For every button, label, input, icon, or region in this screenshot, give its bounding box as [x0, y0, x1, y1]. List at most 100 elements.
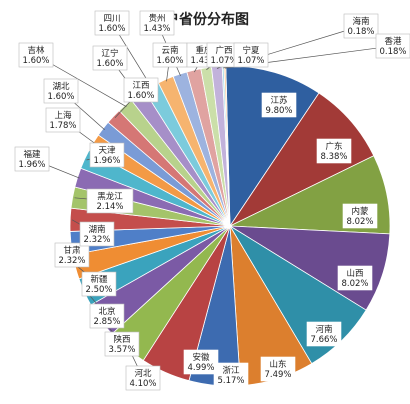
- slice-name-14: 黑龙江: [97, 191, 123, 202]
- slice-name-2: 内蒙: [351, 206, 369, 217]
- slice-name-11: 新疆: [90, 274, 108, 285]
- slice-pct-22: 1.60%: [98, 24, 125, 34]
- slice-pct-18: 1.60%: [47, 92, 74, 102]
- slice-label-16: 天津1.96%: [89, 142, 125, 168]
- label-box-20: [18, 42, 54, 68]
- slice-name-0: 江苏: [270, 95, 288, 106]
- slice-label-19: 江西1.60%: [123, 77, 159, 103]
- slice-label-23: 云南1.60%: [152, 42, 188, 68]
- label-box-11: [81, 271, 117, 297]
- slice-label-21: 辽宁1.60%: [92, 45, 128, 71]
- slice-name-26: 广西: [215, 45, 232, 56]
- label-box-29: [375, 33, 410, 59]
- label-box-16: [89, 142, 125, 168]
- label-box-15: [14, 146, 50, 172]
- slice-name-8: 河北: [134, 368, 152, 379]
- slice-pct-3: 8.02%: [341, 279, 368, 289]
- label-box-24: [139, 10, 175, 36]
- slice-name-4: 河南: [315, 324, 332, 335]
- slice-label-6: 浙江5.17%: [213, 362, 249, 388]
- slice-name-16: 天津: [98, 145, 116, 156]
- slice-label-10: 北京2.85%: [89, 303, 125, 329]
- pie-slices: [69, 65, 391, 387]
- slice-name-21: 辽宁: [101, 48, 118, 59]
- label-box-17: [45, 107, 81, 133]
- label-box-18: [43, 78, 79, 104]
- label-box-0: [261, 92, 297, 118]
- label-box-7: [183, 349, 219, 375]
- label-box-12: [54, 242, 90, 268]
- slice-pct-1: 8.38%: [320, 152, 347, 162]
- slice-name-1: 广东: [325, 141, 342, 152]
- slice-name-3: 山西: [346, 268, 363, 279]
- slice-name-6: 浙江: [222, 365, 240, 376]
- label-box-28: [343, 13, 379, 39]
- slice-name-22: 四川: [103, 14, 120, 24]
- slice-pct-28: 0.18%: [347, 27, 374, 37]
- slice-pct-8: 4.10%: [129, 379, 156, 389]
- slice-pct-20: 1.60%: [22, 56, 49, 66]
- slice-name-24: 贵州: [148, 13, 165, 24]
- label-box-9: [104, 331, 140, 357]
- slice-name-12: 甘肃: [63, 245, 81, 256]
- slice-pct-2: 8.02%: [346, 217, 373, 227]
- slice-pct-23: 1.60%: [156, 56, 183, 66]
- slice-pct-13: 2.32%: [83, 235, 110, 245]
- slice-name-17: 上海: [54, 110, 72, 121]
- slice-pct-9: 3.57%: [108, 345, 135, 355]
- label-box-19: [123, 77, 159, 103]
- slice-pct-12: 2.32%: [58, 256, 85, 266]
- slice-name-28: 海南: [352, 16, 369, 27]
- label-box-1: [316, 138, 352, 164]
- slice-label-12: 甘肃2.32%: [54, 242, 90, 268]
- slice-label-4: 河南7.66%: [306, 321, 342, 347]
- slice-pct-19: 1.60%: [127, 91, 154, 101]
- slice-pct-15: 1.96%: [18, 160, 45, 170]
- label-box-14: [86, 188, 134, 214]
- slice-label-7: 安徽4.99%: [183, 349, 219, 375]
- label-box-22: [94, 10, 130, 36]
- slice-pct-0: 9.80%: [265, 106, 292, 116]
- slice-label-8: 河北4.10%: [125, 365, 161, 391]
- slice-name-20: 吉林: [27, 45, 45, 56]
- slice-name-29: 香港: [384, 36, 402, 47]
- slice-label-27: 宁夏1.07%: [233, 42, 269, 68]
- slice-label-15: 福建1.96%: [14, 146, 50, 172]
- slice-labels: 江苏9.80%广东8.38%内蒙8.02%山西8.02%河南7.66%山东7.4…: [14, 10, 410, 391]
- label-box-10: [89, 303, 125, 329]
- slice-name-18: 湖北: [52, 82, 70, 92]
- slice-label-17: 上海1.78%: [45, 107, 81, 133]
- slice-label-18: 湖北1.60%: [43, 78, 79, 104]
- label-box-4: [306, 321, 342, 347]
- slice-pct-16: 1.96%: [93, 156, 120, 166]
- slice-name-15: 福建: [23, 149, 41, 160]
- slice-label-11: 新疆2.50%: [81, 271, 117, 297]
- label-box-3: [337, 265, 373, 291]
- label-box-13: [79, 221, 115, 247]
- slice-label-2: 内蒙8.02%: [342, 203, 378, 229]
- slice-label-29: 香港0.18%: [375, 33, 410, 59]
- label-box-21: [92, 45, 128, 71]
- slice-pct-7: 4.99%: [187, 363, 214, 373]
- label-box-6: [213, 362, 249, 388]
- slice-name-23: 云南: [161, 45, 178, 56]
- slice-name-5: 山东: [269, 359, 286, 370]
- slice-name-13: 湖南: [88, 224, 105, 235]
- slice-name-27: 宁夏: [242, 45, 260, 56]
- slice-pct-4: 7.66%: [310, 335, 337, 345]
- slice-name-7: 安徽: [192, 352, 210, 363]
- slice-label-1: 广东8.38%: [316, 138, 352, 164]
- slice-pct-17: 1.78%: [49, 121, 76, 131]
- label-box-5: [260, 356, 296, 382]
- slice-label-13: 湖南2.32%: [79, 221, 115, 247]
- slice-name-19: 江西: [132, 81, 149, 91]
- slice-pct-6: 5.17%: [217, 376, 244, 386]
- slice-label-0: 江苏9.80%: [261, 92, 297, 118]
- slice-pct-27: 1.07%: [237, 56, 264, 66]
- label-box-2: [342, 203, 378, 229]
- slice-label-24: 贵州1.43%: [139, 10, 175, 36]
- slice-label-28: 海南0.18%: [343, 13, 379, 39]
